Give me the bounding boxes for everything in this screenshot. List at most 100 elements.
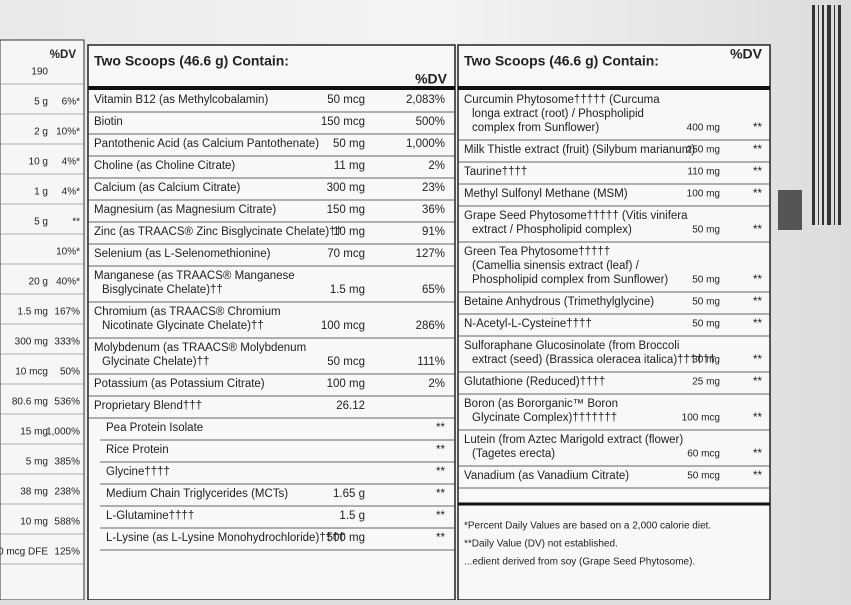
dv: **	[753, 354, 762, 366]
footnote: *Percent Daily Values are based on a 2,0…	[464, 521, 711, 532]
amount: 1.5 mg	[330, 284, 365, 296]
amount: 10 mg	[333, 226, 365, 238]
ingredient-name: N-Acetyl-L-Cysteine††††	[464, 318, 592, 330]
amount: 300 mg	[327, 182, 365, 194]
ingredient-name: Nicotinate Glycinate Chelate)††	[102, 320, 264, 332]
amount: 10 mg	[20, 517, 48, 528]
amount: 150 mg	[327, 204, 365, 216]
dv: **	[436, 532, 445, 544]
dv: 91%	[422, 226, 445, 238]
dv: 10%*	[56, 127, 80, 138]
amount: 5 g	[34, 97, 48, 108]
dv: 2,083%	[406, 94, 445, 106]
ingredient-name: Pantothenic Acid (as Calcium Pantothenat…	[94, 138, 319, 150]
ingredient-name: Boron (as Bororganic™ Boron	[464, 398, 618, 410]
dv: 6%*	[62, 97, 80, 108]
ingredient-name: extract (seed) (Brassica oleracea italic…	[472, 354, 716, 366]
ingredient-name: Selenium (as L-Selenomethionine)	[94, 248, 271, 260]
amount: 400 mcg DFE	[0, 547, 48, 558]
dv: **	[436, 510, 445, 522]
dv: **	[436, 422, 445, 434]
ingredient-name: Bisglycinate Chelate)††	[102, 284, 223, 296]
dv: **	[753, 274, 762, 286]
ingredient-name: extract / Phospholipid complex)	[472, 224, 632, 236]
ingredient-name: (Camellia sinensis extract (leaf) /	[472, 260, 640, 272]
amount: 190	[31, 67, 48, 78]
ingredient-name: Chromium (as TRAACS® Chromium	[94, 306, 281, 318]
ingredient-name: Glycinate Complex)†††††††	[472, 412, 617, 424]
dv: 2%	[428, 160, 445, 172]
dv: 50%	[60, 367, 80, 378]
amount: 1 g	[34, 187, 48, 198]
dv: **	[753, 448, 762, 460]
dv-header: %DV	[50, 49, 77, 61]
ingredient-name: Glutathione (Reduced)††††	[464, 376, 605, 388]
amount: 100 mg	[687, 189, 720, 200]
ingredient-name: Grape Seed Phytosome††††† (Vitis vinifer…	[464, 210, 688, 222]
dv: **	[753, 318, 762, 330]
dv: 10%*	[56, 247, 80, 258]
ingredient-name: Glycine††††	[106, 466, 170, 478]
amount: 60 mcg	[687, 449, 720, 460]
dv: **	[753, 296, 762, 308]
dv: 4%*	[62, 187, 80, 198]
amount: 10 g	[29, 157, 48, 168]
amount: 100 mcg	[682, 413, 720, 424]
amount: 50 mg	[692, 319, 720, 330]
ingredient-name: Green Tea Phytosome†††††	[464, 246, 610, 258]
ingredient-name: Milk Thistle extract (fruit) (Silybum ma…	[464, 144, 695, 156]
dv: **	[72, 217, 80, 228]
amount: 30 mg	[692, 355, 720, 366]
ingredient-name: L-Lysine (as L-Lysine Monohydrochloride)…	[106, 532, 345, 544]
amount: 11 mg	[334, 160, 365, 172]
ingredient-name: Choline (as Choline Citrate)	[94, 160, 235, 172]
ingredient-name: Curcumin Phytosome††††† (Curcuma	[464, 94, 660, 106]
amount: 1.5 g	[339, 510, 365, 522]
dv: 1,000%	[406, 138, 445, 150]
amount: 400 mg	[687, 123, 720, 134]
ingredient-name: Methyl Sulfonyl Methane (MSM)	[464, 188, 628, 200]
amount: 1.5 mg	[17, 307, 48, 318]
amount: 5 g	[34, 217, 48, 228]
amount: 50 mg	[333, 138, 365, 150]
amount: 15 mg	[20, 427, 48, 438]
dv: 4%*	[62, 157, 80, 168]
ingredient-name: Proprietary Blend†††	[94, 400, 202, 412]
footnote: **Daily Value (DV) not established.	[464, 539, 618, 550]
amount: 50 mg	[692, 225, 720, 236]
table-header: Two Scoops (46.6 g) Contain:	[94, 53, 289, 69]
dv: 125%	[54, 547, 80, 558]
ingredient-name: Zinc (as TRAACS® Zinc Bisglycinate Chela…	[94, 226, 342, 238]
footnote: ...edient derived from soy (Grape Seed P…	[464, 557, 695, 568]
dv: 23%	[422, 182, 445, 194]
amount: 1.65 g	[333, 488, 365, 500]
dv: **	[753, 376, 762, 388]
dv: 40%*	[56, 277, 80, 288]
left-panel	[0, 39, 85, 601]
amount: 5 mg	[26, 457, 48, 468]
amount: 80.6 mg	[12, 397, 48, 408]
amount: 300 mg	[15, 337, 48, 348]
ingredient-name: Vitamin B12 (as Methylcobalamin)	[94, 94, 268, 106]
ingredient-name: Pea Protein Isolate	[106, 422, 203, 434]
amount: 20 g	[29, 277, 48, 288]
dv: 500%	[416, 116, 445, 128]
ingredient-name: Medium Chain Triglycerides (MCTs)	[106, 488, 288, 500]
dv-header: %DV	[730, 46, 763, 62]
ingredient-name: (Tagetes erecta)	[472, 448, 555, 460]
ingredient-name: Lutein (from Aztec Marigold extract (flo…	[464, 434, 683, 446]
dv: **	[436, 444, 445, 456]
dv: 127%	[416, 248, 445, 260]
dv: **	[436, 466, 445, 478]
amount: 50 mg	[692, 275, 720, 286]
amount: 50 mg	[692, 297, 720, 308]
dv: 2%	[428, 378, 445, 390]
dv: 385%	[54, 457, 80, 468]
amount: 10 mcg	[15, 367, 48, 378]
dv: 536%	[54, 397, 80, 408]
amount: 26.12	[336, 400, 365, 412]
dv: 1,000%	[46, 427, 80, 438]
dv: 111%	[417, 356, 445, 368]
dv-header: %DV	[415, 71, 448, 87]
